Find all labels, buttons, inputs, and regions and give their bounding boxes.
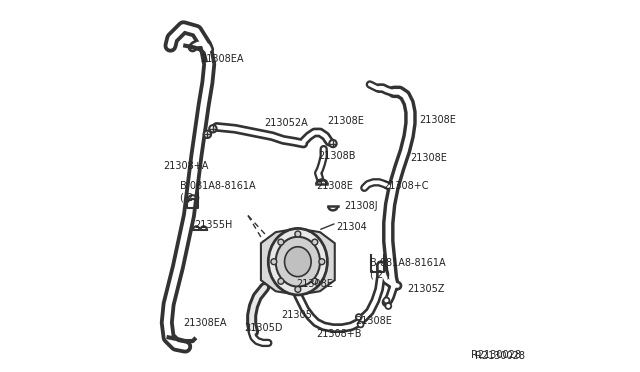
Circle shape (319, 259, 324, 264)
Text: R2130028: R2130028 (472, 350, 522, 359)
Text: 21308J: 21308J (344, 201, 378, 211)
Circle shape (278, 239, 284, 245)
Circle shape (295, 231, 301, 237)
Text: 21308E: 21308E (355, 316, 392, 326)
Circle shape (358, 321, 364, 327)
Polygon shape (261, 228, 335, 295)
Text: 21308+A: 21308+A (163, 161, 209, 171)
Ellipse shape (268, 228, 328, 295)
Text: 21308E: 21308E (420, 115, 456, 125)
Text: 21305: 21305 (281, 310, 312, 320)
Circle shape (204, 131, 211, 138)
Text: 21308E: 21308E (316, 181, 353, 191)
Ellipse shape (285, 247, 311, 277)
Circle shape (356, 314, 362, 320)
Circle shape (278, 278, 284, 284)
Circle shape (385, 303, 391, 309)
Circle shape (271, 259, 277, 264)
Text: 21308E: 21308E (328, 116, 364, 126)
Circle shape (329, 140, 337, 147)
Circle shape (209, 125, 216, 132)
Text: 213052A: 213052A (264, 118, 308, 128)
Circle shape (383, 298, 389, 304)
Text: 21308EA: 21308EA (200, 54, 243, 64)
Text: 21304: 21304 (337, 222, 367, 232)
Text: 21305Z: 21305Z (407, 284, 444, 294)
Ellipse shape (276, 237, 320, 286)
Text: 21308+B: 21308+B (316, 329, 362, 339)
Text: 21308+C: 21308+C (383, 181, 428, 191)
Text: 21308E: 21308E (410, 153, 447, 163)
Text: R2130028: R2130028 (475, 351, 525, 361)
Text: B 081A8-8161A
( 2 ): B 081A8-8161A ( 2 ) (180, 181, 255, 202)
Circle shape (312, 239, 318, 245)
Text: 21355H: 21355H (195, 220, 233, 230)
Text: 21308B: 21308B (318, 151, 356, 161)
Circle shape (312, 278, 318, 284)
Text: 21305D: 21305D (244, 323, 283, 333)
Text: B 081A8-8161A
( 2 ): B 081A8-8161A ( 2 ) (370, 258, 445, 280)
Text: 21308E: 21308E (296, 279, 333, 289)
Text: 21308EA: 21308EA (184, 318, 227, 328)
Circle shape (295, 286, 301, 292)
